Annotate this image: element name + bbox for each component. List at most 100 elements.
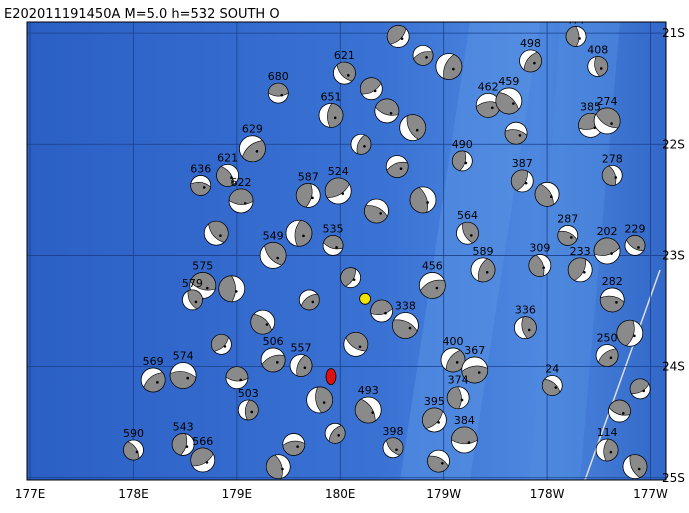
depth-label: 336 (515, 304, 536, 317)
depth-label: 395 (424, 395, 445, 408)
beachball-quadrant (567, 257, 587, 281)
lat-tick-label: 24S (662, 360, 685, 374)
beachball-quadrant (616, 319, 635, 347)
beachball-quadrant (294, 219, 313, 247)
depth-label: 629 (242, 123, 263, 136)
depth-label: 498 (520, 37, 541, 50)
beachball-dot (371, 411, 375, 414)
depth-label: 524 (328, 165, 349, 178)
beachball-quadrant (244, 399, 259, 421)
beachball-quadrant (345, 332, 369, 352)
depth-label: 636 (190, 162, 211, 175)
depth-label: 557 (291, 342, 312, 355)
focal-mechanism (593, 107, 621, 135)
beachball-quadrant (327, 103, 344, 128)
beachball-dot (384, 311, 387, 315)
depth-label: 24 (545, 363, 559, 376)
depth-label: 477 (566, 13, 587, 26)
reference-marker (359, 292, 372, 305)
beachball-dot (467, 441, 471, 444)
depth-label: 459 (498, 75, 519, 88)
beachball-quadrant (557, 230, 578, 246)
beachball-dot (609, 450, 613, 454)
focal-mechanism (519, 49, 542, 73)
depth-label: 564 (457, 209, 478, 222)
depth-label: 338 (395, 299, 416, 312)
focal-mechanism (601, 165, 623, 186)
beachball-quadrant (208, 220, 229, 243)
beachball-quadrant (597, 348, 619, 367)
depth-label: 589 (472, 245, 493, 258)
beachball-dot (437, 421, 440, 424)
beachball-dot (363, 144, 366, 148)
beachball-dot (302, 234, 305, 238)
beachball-quadrant (599, 295, 625, 313)
depth-label: 622 (231, 176, 252, 189)
focal-mechanism (513, 316, 537, 340)
beachball-dot (395, 448, 398, 452)
beachball-dot (265, 323, 269, 326)
beachball-dot (610, 252, 613, 255)
beachball-quadrant (504, 129, 528, 145)
depth-label: 287 (557, 212, 578, 225)
beachball-quadrant (629, 454, 648, 478)
lat-tick-label: 25S (662, 471, 685, 485)
beachball-dot (239, 378, 243, 382)
beachball-dot (276, 256, 279, 260)
beachball-quadrant (475, 101, 501, 118)
beachball-quadrant (629, 378, 650, 394)
focal-mechanism (343, 331, 369, 357)
focal-mechanism (169, 362, 197, 389)
focal-mechanism (282, 433, 306, 456)
beachball-quadrant (300, 293, 320, 311)
focal-mechanism (427, 449, 450, 473)
depth-label: 250 (597, 331, 618, 344)
focal-mechanism (333, 61, 356, 85)
depth-label: 574 (173, 350, 194, 363)
beachball-dot (255, 150, 259, 153)
focal-mechanism (446, 386, 470, 410)
focal-mechanism (216, 164, 239, 187)
beachball-quadrant (461, 365, 488, 384)
beachball-dot (435, 286, 439, 290)
beachball-quadrant (190, 181, 211, 196)
epicenter-marker (325, 368, 337, 386)
beachball-dot (186, 376, 189, 380)
focal-mechanism (140, 367, 166, 393)
beachball-dot (373, 89, 377, 93)
focal-mechanism (541, 375, 563, 396)
focal-mechanism (461, 356, 489, 384)
focal-mechanism (354, 396, 382, 424)
focal-mechanism (239, 135, 266, 163)
focal-mechanism (265, 454, 291, 480)
focal-mechanism (534, 181, 560, 207)
depth-label: 503 (238, 387, 259, 400)
beachball-quadrant (603, 438, 619, 462)
beachball-dot (296, 445, 299, 448)
depth-label: 274 (597, 95, 618, 108)
trench-shade (400, 22, 540, 480)
beachball-quadrant (593, 237, 620, 256)
focal-mechanism (385, 155, 409, 178)
beachball-quadrant (521, 316, 537, 339)
depth-label: 229 (624, 222, 645, 235)
beachball-dot (615, 301, 618, 304)
depth-label: 579 (182, 277, 203, 290)
focal-mechanism (370, 299, 394, 323)
focal-mechanism (587, 56, 609, 77)
beachball-dot (610, 122, 613, 125)
focal-mechanism (382, 437, 404, 459)
beachball-dot (337, 434, 340, 437)
focal-mechanism (421, 407, 447, 433)
beachball-quadrant (594, 56, 609, 77)
lon-tick-label: 180E (325, 487, 356, 501)
beachball-quadrant (250, 313, 273, 335)
beachball-quadrant (523, 51, 542, 73)
focal-mechanism (450, 426, 478, 454)
focal-mechanism (622, 454, 648, 480)
depth-label: 374 (448, 374, 469, 387)
beachball-quadrant (370, 299, 393, 315)
depth-label: 680 (268, 70, 289, 83)
beachball-dot (452, 67, 455, 71)
beachball-quadrant (328, 425, 346, 444)
